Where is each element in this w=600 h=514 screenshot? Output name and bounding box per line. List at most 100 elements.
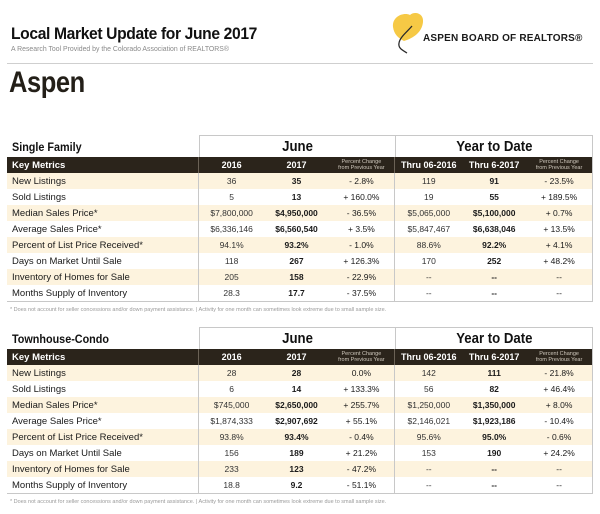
value-2016: 28.3 xyxy=(223,288,240,298)
value-thru-2016: $5,847,467 xyxy=(407,224,451,234)
key-metrics-header: Key Metrics xyxy=(7,349,199,365)
value-2016: 233 xyxy=(224,464,239,474)
pct-change-june: + 255.7% xyxy=(328,397,396,413)
single-family-table: Key Metrics 2016 2017 Percent Change from… xyxy=(7,157,593,302)
pct-change-ytd: + 48.2% xyxy=(543,256,575,266)
value-2016: 118 xyxy=(224,256,239,266)
col-pct-change-june: Percent Change from Previous Year xyxy=(328,157,396,173)
pct-change-june: + 3.5% xyxy=(328,221,396,237)
table-row: New Listings 28 28 0.0% 142 111 - 21.8% xyxy=(7,365,592,381)
metric-label: Percent of List Price Received* xyxy=(7,237,199,253)
pct-change-june: + 55.1% xyxy=(328,413,396,429)
pct-change-ytd: + 189.5% xyxy=(540,192,578,202)
metric-label: Days on Market Until Sale xyxy=(7,445,199,461)
value-2016: 18.8 xyxy=(223,480,240,490)
value-2016: 36 xyxy=(226,176,237,186)
value-thru-2017: -- xyxy=(491,480,498,490)
value-thru-2017: 95.0% xyxy=(482,432,507,442)
single-family-section: Single Family June Year to Date Key Metr… xyxy=(7,135,593,313)
report-title: Local Market Update for June 2017 xyxy=(11,24,258,43)
metric-label: Median Sales Price* xyxy=(7,205,199,221)
value-thru-2017: $1,923,186 xyxy=(472,416,516,426)
pct-change-june: 0.0% xyxy=(328,365,396,381)
pct-change-ytd: -- xyxy=(556,288,562,298)
value-thru-2016: -- xyxy=(425,288,432,298)
table-row: Days on Market Until Sale 156 189 + 21.2% 15… xyxy=(7,445,592,461)
value-thru-2016: 19 xyxy=(424,192,434,202)
table-row: Percent of List Price Received* 93.8% 93.4… xyxy=(7,429,592,445)
value-thru-2017: $5,100,000 xyxy=(472,208,516,218)
pct-change-ytd: - 10.4% xyxy=(544,416,574,426)
pct-change-june: - 47.2% xyxy=(328,461,396,477)
ytd-group-header: Year to Date xyxy=(396,135,593,157)
metric-label: Average Sales Price* xyxy=(7,413,199,429)
pct-change-june: + 160.0% xyxy=(328,189,396,205)
value-2017: 17.7 xyxy=(288,288,305,298)
value-2016: $6,336,146 xyxy=(210,224,253,234)
pct-change-june: - 51.1% xyxy=(328,477,396,493)
table-row: Median Sales Price* $745,000 $2,650,000 + 2… xyxy=(7,397,592,413)
value-2016: $7,800,000 xyxy=(210,208,253,218)
pct-change-june: - 36.5% xyxy=(328,205,396,221)
col-thru-2016: Thru 06-2016 xyxy=(401,352,457,362)
value-thru-2016: 56 xyxy=(424,384,434,394)
pct-change-ytd: -- xyxy=(556,464,562,474)
value-thru-2016: $5,065,000 xyxy=(407,208,451,218)
table-row: Months Supply of Inventory 18.8 9.2 - 51.1%… xyxy=(7,477,592,493)
pct-change-ytd: -- xyxy=(556,272,562,282)
value-2016: 5 xyxy=(229,192,234,202)
header-divider xyxy=(7,63,593,64)
value-2017: 93.2% xyxy=(284,240,309,250)
table-row: Average Sales Price* $6,336,146 $6,560,540… xyxy=(7,221,592,237)
value-thru-2017: 91 xyxy=(489,176,499,186)
pct-change-ytd: + 0.7% xyxy=(545,208,573,218)
value-2017: 123 xyxy=(289,464,304,474)
value-thru-2016: $2,146,021 xyxy=(407,416,451,426)
metric-label: New Listings xyxy=(7,173,199,189)
logo-text: ASPEN BOARD OF REALTORS® xyxy=(423,33,583,44)
metric-label: Sold Listings xyxy=(7,381,199,397)
report-subtitle: A Research Tool Provided by the Colorado… xyxy=(11,44,229,53)
value-thru-2017: 111 xyxy=(487,368,501,378)
value-2016: 6 xyxy=(229,384,234,394)
value-thru-2017: 92.2% xyxy=(482,240,507,250)
value-2016: 93.8% xyxy=(219,432,244,442)
table-row: Average Sales Price* $1,874,333 $2,907,692… xyxy=(7,413,592,429)
value-thru-2017: 55 xyxy=(489,192,499,202)
key-metrics-header: Key Metrics xyxy=(7,157,199,173)
metric-label: Inventory of Homes for Sale xyxy=(7,269,199,285)
col-pct-change-ytd: Percent Change from Previous Year xyxy=(535,158,583,172)
metric-label: Inventory of Homes for Sale xyxy=(7,461,199,477)
value-2017: $2,650,000 xyxy=(275,400,318,410)
col-pct-change-june: Percent Change from Previous Year xyxy=(328,349,396,365)
metric-label: New Listings xyxy=(7,365,199,381)
value-2016: 205 xyxy=(224,272,239,282)
table-row: Sold Listings 5 13 + 160.0% 19 55 + 189.5% xyxy=(7,189,592,205)
value-2016: 28 xyxy=(226,368,237,378)
pct-change-june: - 1.0% xyxy=(328,237,396,253)
footnote: * Does not account for seller concession… xyxy=(10,307,387,313)
value-2017: 28 xyxy=(291,368,302,378)
pct-change-june: + 21.2% xyxy=(328,445,396,461)
value-thru-2017: -- xyxy=(491,288,498,298)
june-group-header: June xyxy=(199,327,396,349)
value-2017: $6,560,540 xyxy=(275,224,318,234)
report-header: Local Market Update for June 2017 A Rese… xyxy=(0,0,600,99)
pct-change-ytd: + 24.2% xyxy=(543,448,575,458)
metric-label: Days on Market Until Sale xyxy=(7,253,199,269)
value-2017: 9.2 xyxy=(290,480,303,490)
pct-change-ytd: + 46.4% xyxy=(543,384,575,394)
june-group-header: June xyxy=(199,135,396,157)
metric-label: Percent of List Price Received* xyxy=(7,429,199,445)
pct-change-ytd: - 0.6% xyxy=(546,432,572,442)
aspen-board-logo: ASPEN BOARD OF REALTORS® xyxy=(390,10,600,58)
col-2017: 2017 xyxy=(286,160,307,170)
metric-label: Median Sales Price* xyxy=(7,397,199,413)
col-thru-2017: Thru 6-2017 xyxy=(468,352,520,362)
pct-change-june: - 37.5% xyxy=(328,285,396,301)
col-2016: 2016 xyxy=(221,160,242,170)
value-thru-2017: -- xyxy=(491,272,498,282)
value-thru-2016: -- xyxy=(425,272,432,282)
value-2017: $4,950,000 xyxy=(275,208,318,218)
value-2017: $2,907,692 xyxy=(275,416,318,426)
